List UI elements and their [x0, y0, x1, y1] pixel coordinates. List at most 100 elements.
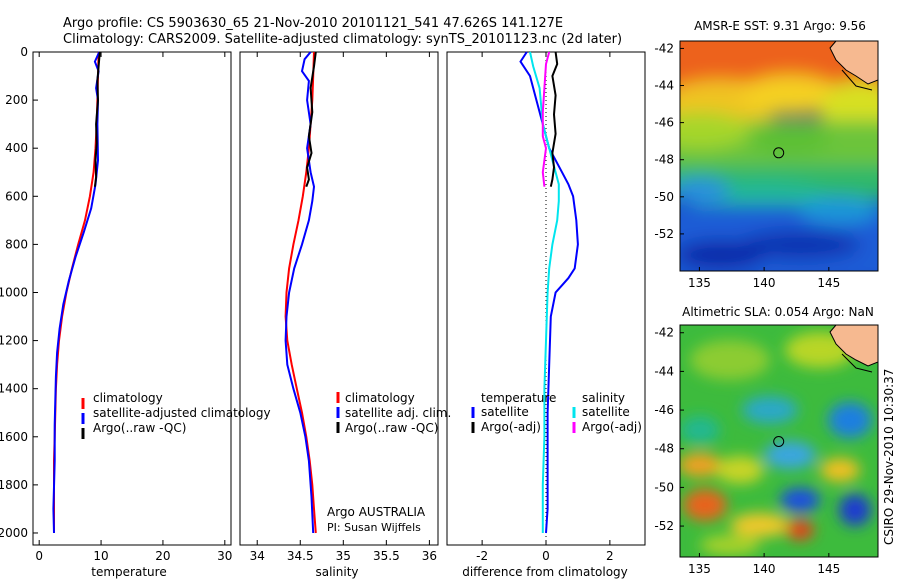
salinity-panel: 34 34.5 35 35.5 36 salinity climatology sate…	[239, 51, 451, 579]
lat-tick-label: -46	[654, 116, 674, 130]
argo-program-label: Argo AUSTRALIA	[327, 505, 426, 519]
lon-tick-label: 145	[817, 562, 840, 576]
difference-axis-label: difference from climatology	[462, 565, 628, 579]
sst-lon-ticks: 135 140 145	[688, 267, 840, 290]
legend-label-sal-argo: Argo(-adj)	[582, 420, 642, 434]
difference-panel: -2 0 2 difference from climatology tempera…	[446, 51, 646, 579]
x-tick-label: 34	[250, 549, 265, 563]
y-tick-label: 0	[20, 45, 28, 59]
header-line-1: Argo profile: CS 5903630_65 21-Nov-2010 …	[63, 16, 563, 31]
series-line-temperature-argo-adj	[549, 51, 559, 187]
lon-tick-label: 135	[688, 276, 711, 290]
series-line-argo-raw-qc	[305, 51, 317, 188]
lon-tick-label: 140	[753, 276, 776, 290]
salinity-series	[284, 51, 317, 534]
legend-label-sal-satellite: satellite	[582, 405, 630, 419]
series-line-salinity-satellite	[529, 51, 560, 533]
lat-tick-label: -50	[654, 480, 674, 494]
lat-tick-label: -44	[654, 79, 674, 93]
y-tick-label: 1800	[0, 478, 28, 492]
legend-title-salinity: salinity	[582, 391, 625, 405]
sst-lat-ticks: -42 -44 -46 -48 -50 -52	[654, 41, 684, 241]
lat-tick-label: -52	[654, 519, 674, 533]
temperature-legend: climatology satellite-adjusted climatolo…	[81, 391, 271, 439]
x-tick-label: 34.5	[287, 549, 314, 563]
legend-label-satellite: satellite adj. clim.	[345, 406, 451, 420]
difference-x-ticks: -2 0 2	[476, 52, 614, 563]
y-tick-label: 200	[5, 93, 28, 107]
sla-map-title: Altimetric SLA: 0.054 Argo: NaN	[682, 305, 874, 319]
lon-tick-label: 140	[753, 562, 776, 576]
x-tick-label: 0	[35, 549, 43, 563]
sst-field	[680, 41, 878, 271]
sla-map-frame	[679, 324, 879, 558]
series-line-satellite-adjusted-climatology	[52, 51, 101, 534]
y-tick-label: 1400	[0, 382, 28, 396]
x-tick-label: 35.5	[373, 549, 400, 563]
sla-lon-ticks: 135 140 145	[688, 553, 840, 576]
salinity-axis-label: salinity	[315, 565, 358, 579]
legend-label-climatology: climatology	[345, 391, 415, 405]
x-tick-label: 2	[606, 549, 614, 563]
difference-series	[519, 51, 579, 534]
temperature-x-ticks: 0 10 20 30	[35, 52, 232, 563]
lat-tick-label: -42	[654, 41, 674, 55]
y-tick-label: 1600	[0, 430, 28, 444]
legend-label-temp-argo: Argo(-adj)	[481, 420, 541, 434]
salinity-plot-frame	[239, 51, 439, 546]
salinity-legend: climatology satellite adj. clim. Argo(..…	[336, 391, 451, 435]
temperature-axis-label: temperature	[91, 565, 166, 579]
x-tick-label: 0	[542, 549, 550, 563]
series-line-climatology	[53, 51, 100, 533]
x-tick-label: 20	[155, 549, 170, 563]
y-tick-label: 800	[5, 237, 28, 251]
legend-label-argo: Argo(..raw -QC)	[345, 421, 438, 435]
argo-float-marker	[773, 436, 785, 447]
lat-tick-label: -42	[654, 326, 674, 340]
x-tick-label: 30	[217, 549, 232, 563]
sst-map-frame	[679, 40, 879, 272]
x-tick-label: 36	[422, 549, 437, 563]
difference-plot-frame	[446, 51, 646, 546]
argo-float-marker	[773, 147, 785, 159]
x-tick-label: 35	[336, 549, 351, 563]
series-line-salinity-argo-adj	[541, 51, 551, 187]
legend-label-argo: Argo(..raw -QC)	[93, 421, 186, 435]
salinity-x-ticks: 34 34.5 35 35.5 36	[250, 52, 437, 563]
y-tick-label: 600	[5, 189, 28, 203]
legend-label-satellite: satellite-adjusted climatology	[93, 406, 271, 420]
header-line-2: Climatology: CARS2009. Satellite-adjuste…	[63, 32, 622, 47]
lat-tick-label: -52	[654, 227, 674, 241]
series-line-argo-raw-qc	[93, 51, 101, 187]
sst-map-panel: AMSR-E SST: 9.31 Argo: 9.56	[654, 19, 879, 290]
temperature-panel: 0 10 20 30 0 200 400 600 800 1000 1200 1400 1600 180…	[0, 45, 271, 579]
difference-legend: temperature satellite Argo(-adj) salinit…	[471, 391, 642, 434]
lat-tick-label: -44	[654, 364, 674, 378]
sst-map-title: AMSR-E SST: 9.31 Argo: 9.56	[694, 19, 866, 33]
lat-tick-label: -48	[654, 442, 674, 456]
temperature-plot-frame	[32, 51, 232, 546]
legend-label-climatology: climatology	[93, 391, 163, 405]
y-tick-label: 1000	[0, 285, 28, 299]
sla-field	[680, 325, 878, 557]
depth-y-ticks: 0 200 400 600 800 1000 1200 1400 1600 1800 2000	[0, 45, 38, 540]
x-tick-label: -2	[476, 549, 488, 563]
y-tick-label: 400	[5, 141, 28, 155]
y-tick-label: 2000	[0, 526, 28, 540]
lat-tick-label: -50	[654, 190, 674, 204]
legend-label-temp-satellite: satellite	[481, 405, 529, 419]
y-tick-label: 1200	[0, 334, 28, 348]
sla-lat-ticks: -42 -44 -46 -48 -50 -52	[654, 326, 684, 533]
lon-tick-label: 135	[688, 562, 711, 576]
csiro-timestamp: CSIRO 29-Nov-2010 10:30:37	[882, 369, 896, 545]
temperature-series	[52, 51, 101, 534]
lat-tick-label: -48	[654, 153, 674, 167]
pi-label: PI: Susan Wijffels	[327, 521, 421, 534]
x-tick-label: 10	[93, 549, 108, 563]
lat-tick-label: -46	[654, 403, 674, 417]
sla-map-panel: Altimetric SLA: 0.054 Argo: NaN	[654, 305, 879, 576]
lon-tick-label: 145	[817, 276, 840, 290]
series-line-satellite-adj-clim	[284, 51, 316, 534]
series-line-temperature-satellite	[519, 51, 579, 534]
